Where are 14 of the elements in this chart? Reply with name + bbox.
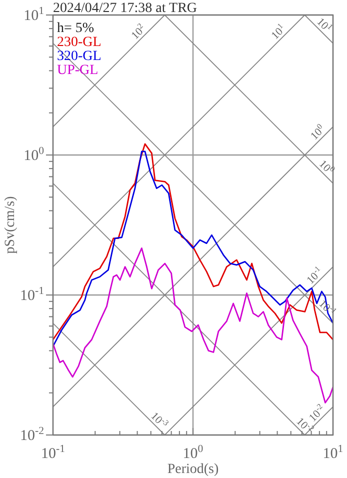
y-tick-label: 10$^{0}$: [24, 145, 44, 164]
y-axis-title: pSv(cm/s): [3, 196, 18, 254]
x-tick-label: 10$^{1}$: [322, 443, 344, 462]
text: UP-GL: [57, 63, 98, 78]
x-tick-label: 10$^{0}$: [182, 443, 204, 462]
y-tick-label: 10$^{-2}$: [20, 425, 44, 444]
x-axis-title: Period(s): [167, 462, 219, 477]
y-tick-label: 10$^{-1}$: [20, 285, 44, 304]
chart-title: 2024/04/27 17:38 at TRG: [53, 1, 198, 16]
x-tick-label: 10$^{-1}$: [41, 443, 65, 462]
text: 230-GL: [57, 35, 102, 50]
legend-title: h= 5%: [57, 21, 94, 36]
y-tick-label: 10$^{1}$: [24, 5, 44, 24]
text: 320-GL: [57, 49, 102, 64]
